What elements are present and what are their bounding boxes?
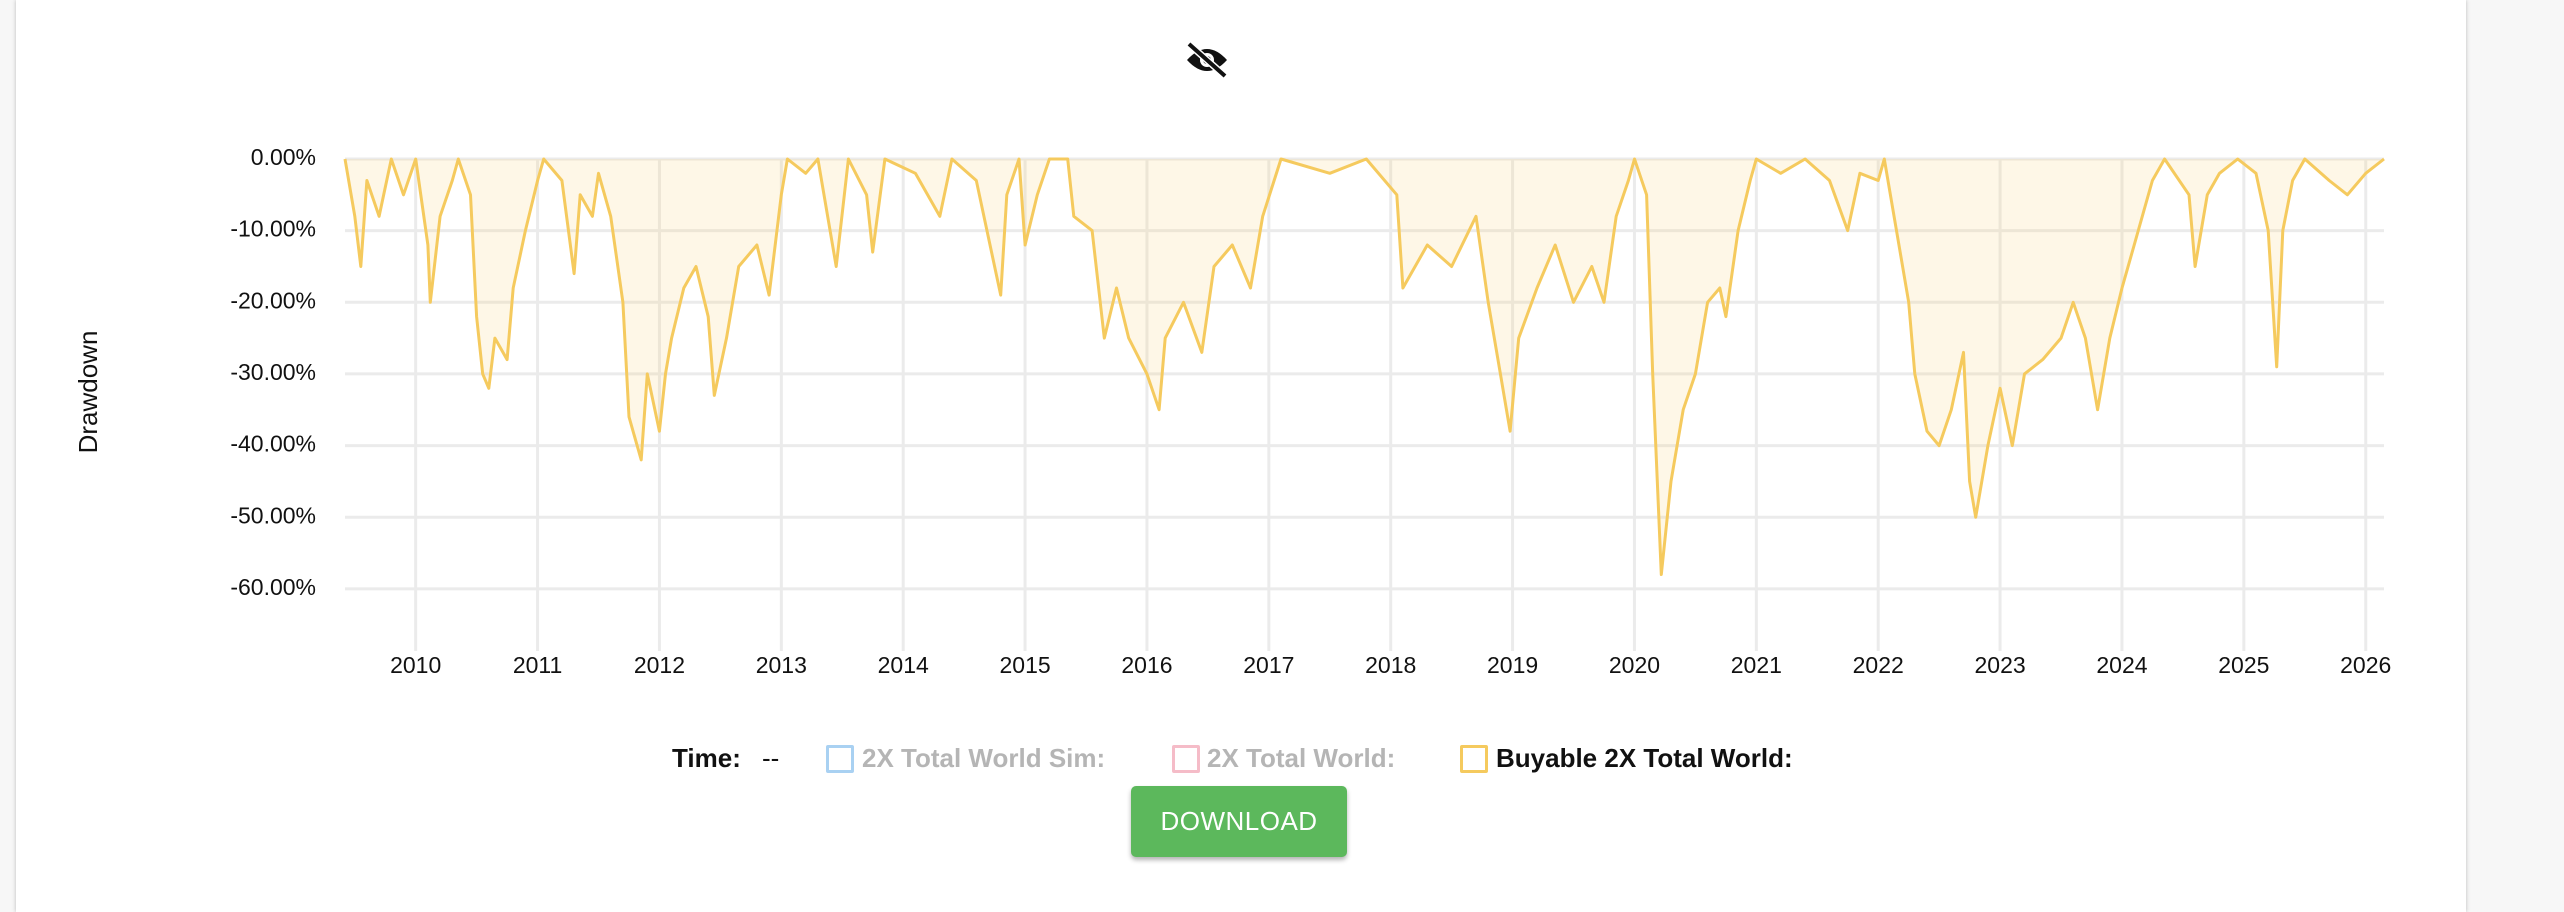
x-tick-label: 2025 [2218, 652, 2269, 678]
legend-swatch[interactable] [826, 745, 854, 773]
x-tick-label: 2014 [878, 652, 929, 678]
line [343, 157, 2385, 576]
x-tick-label: 2018 [1365, 652, 1416, 678]
x-tick-label: 2011 [513, 652, 562, 678]
visibility-toggle-icon[interactable] [1186, 41, 1228, 79]
x-tick-label: 2022 [1853, 652, 1904, 678]
x-tick-label: 2026 [2340, 652, 2391, 678]
x-tick-label: 2016 [1121, 652, 1172, 678]
y-tick-label: -20.00% [230, 287, 316, 313]
legend-label[interactable]: 2X Total World Sim: [862, 743, 1106, 773]
x-tick-label: 2012 [634, 652, 685, 678]
legend: Time: -- 2X Total World Sim: 2X Total Wor… [0, 738, 2564, 778]
legend-swatch[interactable] [1172, 745, 1200, 773]
legend-label[interactable]: 2X Total World: [1207, 743, 1396, 773]
x-tick-label: 2024 [2096, 652, 2147, 678]
area [345, 159, 2384, 575]
x-tick-label: 2019 [1487, 652, 1538, 678]
hover-label: Time: [672, 743, 741, 773]
legend-swatch[interactable] [1460, 745, 1488, 773]
y-tick-label: 0.00% [251, 144, 316, 170]
y-tick-label: -30.00% [230, 359, 316, 385]
y-tick-label: -50.00% [230, 502, 316, 528]
x-tick-label: 2015 [999, 652, 1050, 678]
y-tick-label: -60.00% [230, 574, 316, 600]
y-tick-label: -40.00% [230, 431, 316, 457]
x-tick-label: 2023 [1975, 652, 2026, 678]
hover-value: -- [762, 743, 780, 773]
legend-label[interactable]: Buyable 2X Total World: [1496, 743, 1793, 773]
x-tick-label: 2017 [1243, 652, 1294, 678]
download-button[interactable]: DOWNLOAD [1131, 786, 1347, 857]
x-tick-label: 2021 [1731, 652, 1782, 678]
y-axis-title: Drawdown [73, 331, 103, 454]
x-tick-label: 2013 [756, 652, 807, 678]
card [16, 0, 2466, 912]
y-tick-label: -10.00% [230, 216, 316, 242]
x-tick-label: 2020 [1609, 652, 1660, 678]
x-tick-label: 2010 [390, 652, 441, 678]
